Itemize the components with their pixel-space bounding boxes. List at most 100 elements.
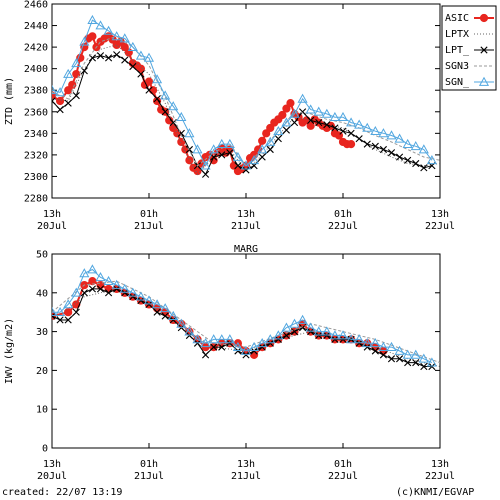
y-tick-label: 2460 [24,0,48,11]
series-sgn--point [216,138,227,148]
y-tick-label: 20 [36,366,48,377]
series-asic-point [55,96,65,106]
series-sgn--point [362,122,373,132]
series-sgn--point [329,330,340,340]
series-sgn--point [200,160,211,170]
series-sgn--point [184,128,195,138]
y-tick-label: 10 [36,405,48,416]
series-lpt--point [218,151,226,159]
series-sgn--point [87,14,98,25]
series-lpt--point [379,351,388,359]
series-sgn--point [224,138,235,148]
series-sgn--point [95,20,106,30]
y-tick-label: 2360 [24,107,48,118]
series-lpt--point [242,351,250,359]
series-sgn--point [71,58,82,68]
series-lpt--point [129,62,137,71]
series-sgn--point [402,349,413,359]
x-tick-sublabel: 22Jul [328,471,358,482]
series-lpt--point [323,331,331,340]
series-sgn--point [418,353,429,363]
series-sgn--point [362,338,373,348]
series-sgn--point [370,125,381,136]
series-sgn--line [52,268,433,364]
series-sgn--point [168,101,179,111]
series-sgn--point [127,287,138,297]
created-timestamp: created: 22/07 13:19 [2,487,123,498]
series-lpt- [52,285,436,371]
series-sgn--point [418,144,429,154]
series-asic-point [258,136,267,145]
y-tick-label: 2420 [24,43,48,54]
series-sgn--point [176,318,187,328]
series-sgn--point [321,326,332,336]
series-sgn--point [103,275,114,286]
series-lpt--point [307,328,315,336]
series-asic [52,32,356,176]
series-lpt--point [355,135,363,143]
series-sgn--point [143,295,155,305]
x-tick-label: 01h [334,459,352,470]
series-sgn--point [240,160,252,170]
series-lpt--point [56,316,64,324]
series-sgn- [52,14,437,170]
series-lpt--point [153,308,161,316]
series-lpt--point [363,343,371,351]
series-lpt--point [331,124,339,132]
x-tick-sublabel: 22Jul [328,221,358,232]
series-sgn--point [160,303,171,313]
series-sgn--point [305,104,316,114]
x-tick-label: 13h [43,459,61,470]
series-sgn--point [346,334,357,344]
x-tick-sublabel: 21Jul [134,221,164,232]
series-sgn--point [95,272,106,282]
legend-marker [479,13,489,23]
series-lpt--point [290,328,299,336]
series-lpt--point [339,335,347,343]
legend-box [441,5,497,91]
x-tick-label: 13h [431,459,449,470]
series-lpt--point [234,347,242,355]
series-sgn- [52,264,437,367]
series-sgn--point [232,151,243,161]
series-sgn--point [297,314,308,324]
series-sgn--point [313,106,324,116]
series-sgn--point [281,117,292,127]
series-lpt--point [250,347,258,355]
series-asic-point [262,129,271,138]
series-asic-point [88,32,97,41]
series-sgn--point [265,334,276,344]
legend-marker [480,46,488,54]
series-sgn--point [55,87,66,97]
series-sgn--point [135,291,146,301]
series-sgn--point [289,108,300,118]
x-tick-label: 13h [43,209,61,220]
series-sgn--point [329,111,340,122]
y-tick-label: 50 [36,250,48,261]
series-lpt--point [121,289,129,297]
series-sgn--point [55,306,66,317]
series-lpt--point [395,355,404,363]
series-sgn--point [135,50,146,60]
legend-label: LPTX [445,29,469,40]
series-lpt--point [395,153,404,161]
series-sgn--point [63,299,74,309]
series-asic-point [286,99,295,108]
series-asic-point [144,77,154,86]
series-lpt--point [347,129,355,137]
series-sgn--point [402,138,413,148]
legend-label: SGN3 [445,61,469,72]
series-sgn--point [176,111,187,122]
series-sgn--point [337,330,349,340]
series-lpt--point [363,140,371,148]
series-lpt--point [412,359,420,367]
series-sgn--point [208,144,219,154]
series-sgn--point [394,133,405,143]
x-tick-sublabel: 21Jul [231,471,261,482]
series-sgn--point [386,341,397,351]
y-tick-label: 40 [36,288,48,299]
series-lpt--point [290,118,299,127]
series-asic-point [185,156,194,165]
series-lpt--point [298,108,307,116]
